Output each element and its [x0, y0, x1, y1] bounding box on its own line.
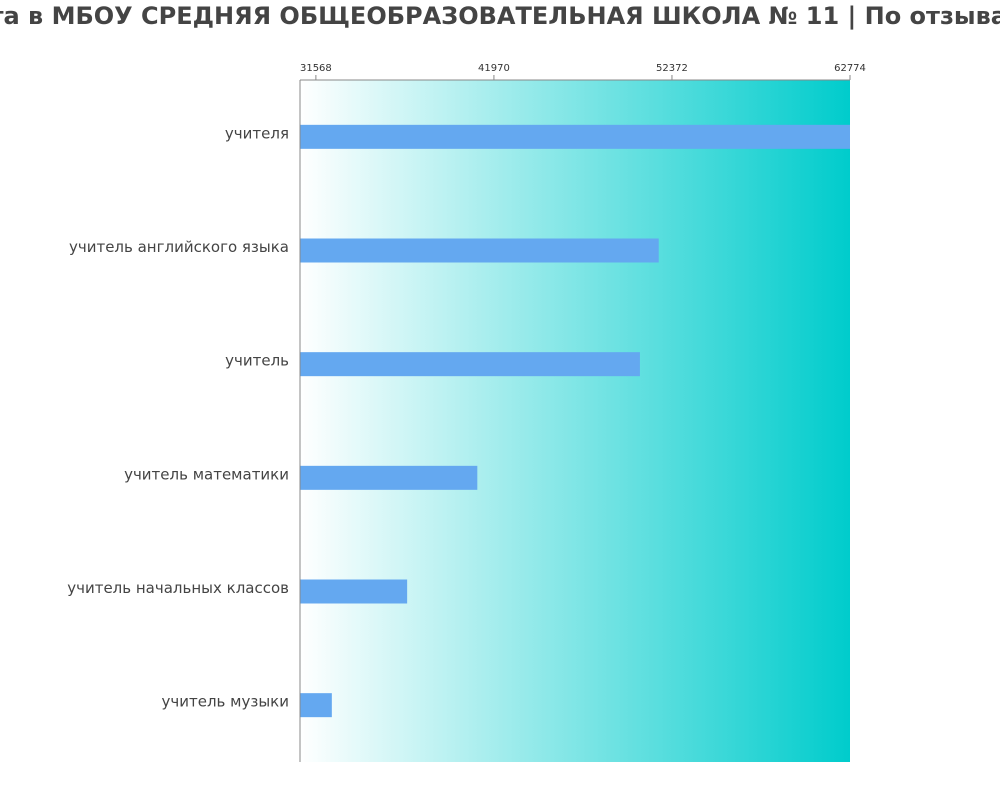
bar	[300, 579, 408, 604]
bar	[300, 465, 478, 490]
bars-group	[300, 124, 850, 718]
bar	[300, 352, 640, 377]
category-label: учитель английского языка	[69, 238, 289, 256]
x-tick-label: 41970	[478, 63, 510, 74]
axes-group	[299, 79, 850, 762]
category-label: учитель начальных классов	[67, 579, 289, 597]
category-labels-group: учителя учитель английского языка учитель у…	[67, 124, 289, 710]
bar	[300, 693, 332, 718]
ticks-group: 31568 41970 52372 62774	[300, 63, 866, 80]
x-tick-label: 31568	[300, 63, 332, 74]
chart-title: ата в МБОУ СРЕДНЯЯ ОБЩЕОБРАЗОВАТЕЛЬНАЯ Ш…	[0, 2, 1000, 30]
x-tick-label: 62774	[834, 63, 866, 74]
bar	[300, 238, 659, 263]
category-label: учитель музыки	[162, 693, 289, 711]
plot-background	[300, 80, 850, 762]
bar	[300, 124, 850, 149]
category-label: учитель математики	[124, 465, 289, 483]
category-label: учителя	[225, 124, 289, 142]
category-label: учитель	[225, 352, 289, 370]
x-tick-label: 52372	[656, 63, 688, 74]
